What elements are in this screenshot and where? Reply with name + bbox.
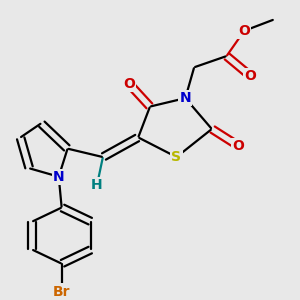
Text: O: O (244, 69, 256, 83)
Text: O: O (124, 77, 135, 91)
Text: O: O (232, 139, 244, 153)
Text: O: O (238, 24, 250, 38)
Text: Br: Br (53, 285, 70, 299)
Text: H: H (91, 178, 103, 192)
Text: S: S (172, 150, 182, 164)
Text: N: N (53, 170, 64, 184)
Text: N: N (179, 91, 191, 105)
